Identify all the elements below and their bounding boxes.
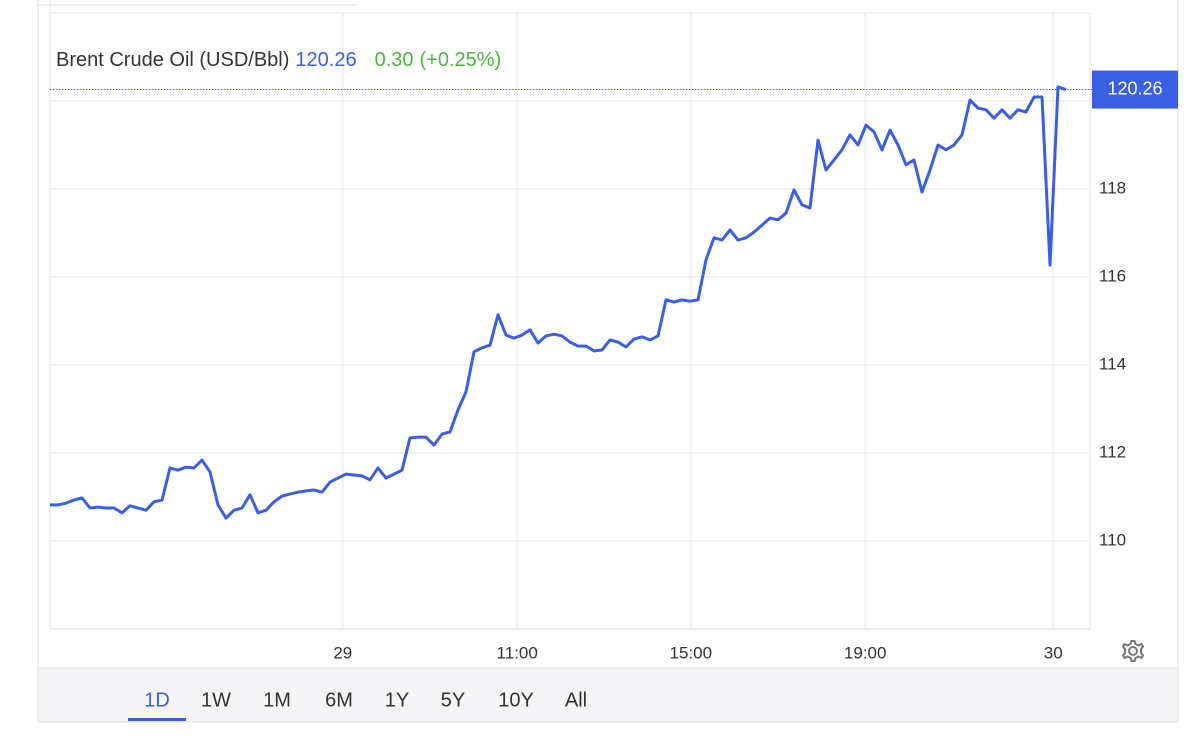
price-line	[50, 85, 1067, 520]
range-bar	[37, 667, 1179, 723]
x-tick-label: 11:00	[497, 643, 538, 662]
legend-change: 0.30	[375, 49, 414, 71]
range-button[interactable]: 1W	[201, 689, 231, 711]
range-button[interactable]: 10Y	[498, 689, 534, 711]
x-tick-label: 30	[1044, 643, 1063, 662]
range-button[interactable]: 6M	[325, 689, 353, 711]
range-button[interactable]: 1D	[144, 689, 170, 711]
range-button[interactable]: 1M	[263, 689, 291, 711]
x-tick-label: 19:00	[844, 643, 887, 662]
settings-icon[interactable]	[1121, 640, 1145, 662]
range-button[interactable]: All	[565, 689, 587, 711]
legend: Brent Crude Oil (USD/Bbl) 120.26 0.30 (+0.2…	[56, 49, 501, 71]
legend-price: 120.26	[295, 49, 356, 71]
x-tick-label: 29	[333, 643, 352, 662]
range-button[interactable]: 5Y	[441, 689, 465, 711]
legend-change-percent: (+0.25%)	[420, 49, 502, 71]
y-tick-label: 112	[1099, 442, 1126, 461]
range-button[interactable]: 1Y	[385, 689, 409, 711]
range-selected-underline	[128, 718, 186, 721]
legend-title: Brent Crude Oil (USD/Bbl)	[56, 49, 289, 71]
y-tick-label: 114	[1099, 354, 1126, 373]
y-tick-label: 110	[1099, 530, 1126, 549]
y-tick-label: 116	[1099, 266, 1126, 285]
x-tick-label: 15:00	[670, 643, 713, 662]
last-price-tag	[1092, 70, 1178, 109]
y-tick-label: 118	[1099, 178, 1126, 197]
last-price-label: 120.26	[1107, 78, 1162, 98]
